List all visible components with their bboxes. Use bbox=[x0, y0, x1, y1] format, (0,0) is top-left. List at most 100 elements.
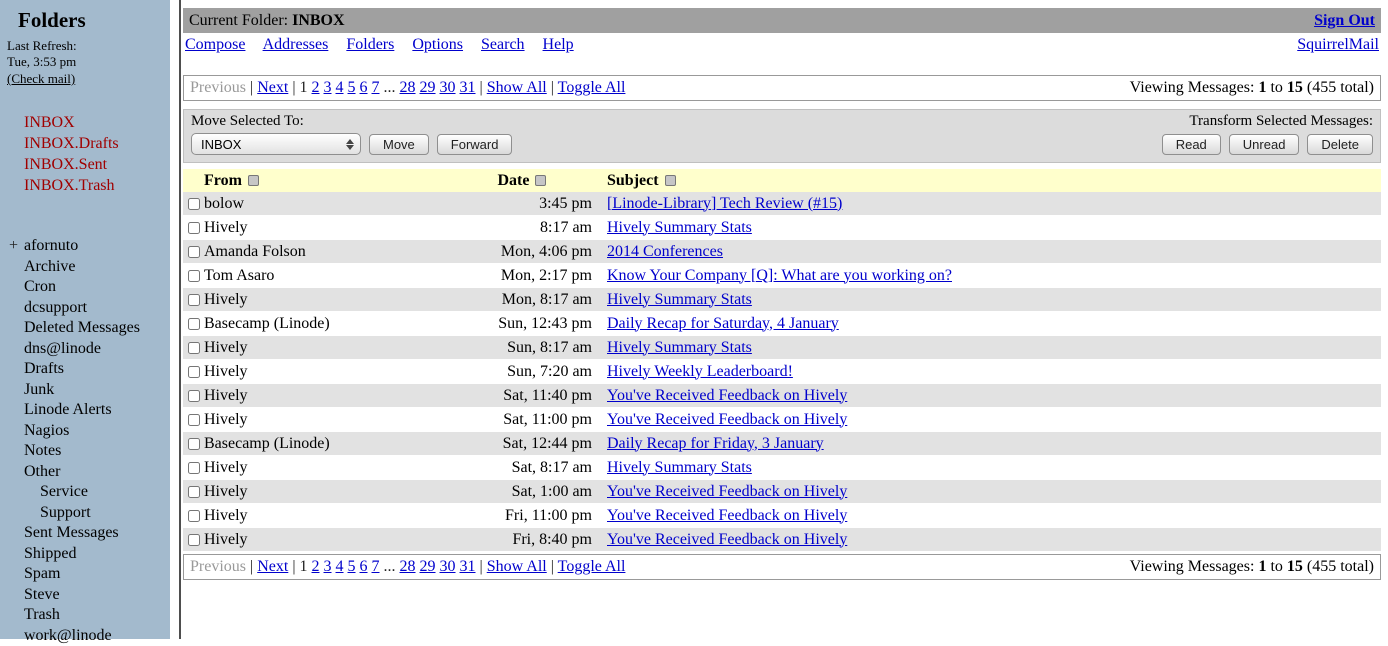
sidebar-folder-spam[interactable]: Spam bbox=[24, 564, 170, 585]
message-subject-link[interactable]: You've Received Feedback on Hively bbox=[607, 411, 847, 428]
message-subject-link[interactable]: You've Received Feedback on Hively bbox=[607, 507, 847, 524]
message-subject-link[interactable]: You've Received Feedback on Hively bbox=[607, 483, 847, 500]
check-mail-link[interactable]: (Check mail) bbox=[7, 71, 75, 87]
menu-folders[interactable]: Folders bbox=[346, 36, 394, 53]
page-link-29[interactable]: 29 bbox=[420, 558, 436, 575]
message-subject-link[interactable]: You've Received Feedback on Hively bbox=[607, 531, 847, 548]
message-subject-link[interactable]: Hively Summary Stats bbox=[607, 459, 752, 476]
message-checkbox[interactable] bbox=[188, 462, 200, 474]
sidebar-folder-inbox[interactable]: INBOX bbox=[24, 112, 170, 133]
sidebar-folder-inbox-drafts[interactable]: INBOX.Drafts bbox=[24, 133, 170, 154]
message-checkbox[interactable] bbox=[188, 414, 200, 426]
unread-button[interactable]: Unread bbox=[1229, 134, 1300, 155]
viewing-messages-status: Viewing Messages: 1 to 15 (455 total) bbox=[1130, 558, 1374, 576]
next-page-link[interactable]: Next bbox=[257, 79, 288, 96]
squirrelmail-brand-link[interactable]: SquirrelMail bbox=[1297, 36, 1379, 57]
message-checkbox[interactable] bbox=[188, 486, 200, 498]
menu-options[interactable]: Options bbox=[412, 36, 463, 53]
sidebar-folder-linode-alerts[interactable]: Linode Alerts bbox=[24, 400, 170, 421]
page-link-31[interactable]: 31 bbox=[460, 558, 476, 575]
sidebar-folder-support[interactable]: Support bbox=[40, 503, 170, 524]
message-checkbox[interactable] bbox=[188, 318, 200, 330]
page-link-5[interactable]: 5 bbox=[348, 558, 356, 575]
message-checkbox[interactable] bbox=[188, 270, 200, 282]
page-link-30[interactable]: 30 bbox=[440, 79, 456, 96]
sort-from-icon[interactable] bbox=[248, 175, 259, 186]
message-checkbox[interactable] bbox=[188, 366, 200, 378]
menu-search[interactable]: Search bbox=[481, 36, 525, 53]
sidebar-folder-notes[interactable]: Notes bbox=[24, 441, 170, 462]
message-subject-link[interactable]: Hively Summary Stats bbox=[607, 291, 752, 308]
sidebar-folder-sent-messages[interactable]: Sent Messages bbox=[24, 523, 170, 544]
sidebar-folder-cron[interactable]: Cron bbox=[24, 277, 170, 298]
message-subject-link[interactable]: 2014 Conferences bbox=[607, 243, 723, 260]
message-checkbox[interactable] bbox=[188, 198, 200, 210]
forward-button[interactable]: Forward bbox=[437, 134, 513, 155]
page-link-31[interactable]: 31 bbox=[460, 79, 476, 96]
message-checkbox[interactable] bbox=[188, 342, 200, 354]
sidebar-folder-other[interactable]: Other bbox=[24, 462, 170, 483]
menu-help[interactable]: Help bbox=[543, 36, 574, 53]
sidebar-folder-service[interactable]: Service bbox=[40, 482, 170, 503]
page-link-3[interactable]: 3 bbox=[324, 79, 332, 96]
expand-plus-icon[interactable]: + bbox=[9, 236, 18, 257]
page-link-5[interactable]: 5 bbox=[348, 79, 356, 96]
message-checkbox[interactable] bbox=[188, 222, 200, 234]
message-subject-link[interactable]: Hively Summary Stats bbox=[607, 339, 752, 356]
next-page-link[interactable]: Next bbox=[257, 558, 288, 575]
page-link-29[interactable]: 29 bbox=[420, 79, 436, 96]
page-link-6[interactable]: 6 bbox=[360, 558, 368, 575]
page-link-4[interactable]: 4 bbox=[336, 79, 344, 96]
sidebar-folder-inbox-trash[interactable]: INBOX.Trash bbox=[24, 175, 170, 196]
message-subject-link[interactable]: [Linode-Library] Tech Review (#15) bbox=[607, 195, 842, 212]
menu-addresses[interactable]: Addresses bbox=[263, 36, 329, 53]
sort-subject-icon[interactable] bbox=[665, 175, 676, 186]
sidebar-folder-junk[interactable]: Junk bbox=[24, 380, 170, 401]
page-link-30[interactable]: 30 bbox=[440, 558, 456, 575]
message-checkbox[interactable] bbox=[188, 534, 200, 546]
show-all-link[interactable]: Show All bbox=[487, 79, 547, 96]
move-target-select[interactable]: INBOX bbox=[191, 133, 361, 155]
sidebar-folder-steve[interactable]: Steve bbox=[24, 585, 170, 606]
sidebar-folder-drafts[interactable]: Drafts bbox=[24, 359, 170, 380]
message-subject-link[interactable]: You've Received Feedback on Hively bbox=[607, 387, 847, 404]
delete-button[interactable]: Delete bbox=[1307, 134, 1373, 155]
page-link-28[interactable]: 28 bbox=[400, 79, 416, 96]
sidebar-folder-trash[interactable]: Trash bbox=[24, 605, 170, 626]
page-link-2[interactable]: 2 bbox=[312, 79, 320, 96]
message-subject-link[interactable]: Know Your Company [Q]: What are you work… bbox=[607, 267, 952, 284]
message-checkbox[interactable] bbox=[188, 390, 200, 402]
sidebar-folder-inbox-sent[interactable]: INBOX.Sent bbox=[24, 154, 170, 175]
page-link-7[interactable]: 7 bbox=[372, 79, 380, 96]
message-subject-link[interactable]: Daily Recap for Saturday, 4 January bbox=[607, 315, 839, 332]
sign-out-link[interactable]: Sign Out bbox=[1314, 12, 1375, 30]
message-subject-link[interactable]: Hively Weekly Leaderboard! bbox=[607, 363, 793, 380]
message-subject-link[interactable]: Hively Summary Stats bbox=[607, 219, 752, 236]
sidebar-folder-dcsupport[interactable]: dcsupport bbox=[24, 298, 170, 319]
sort-date-icon[interactable] bbox=[535, 175, 546, 186]
message-checkbox[interactable] bbox=[188, 294, 200, 306]
message-checkbox[interactable] bbox=[188, 510, 200, 522]
sidebar-folder-nagios[interactable]: Nagios bbox=[24, 421, 170, 442]
message-checkbox[interactable] bbox=[188, 246, 200, 258]
page-link-28[interactable]: 28 bbox=[400, 558, 416, 575]
message-subject-link[interactable]: Daily Recap for Friday, 3 January bbox=[607, 435, 824, 452]
sidebar-folder-work-linode[interactable]: work@linode bbox=[24, 626, 170, 646]
read-button[interactable]: Read bbox=[1162, 134, 1221, 155]
sidebar-folder-archive[interactable]: Archive bbox=[24, 257, 170, 278]
menu-compose[interactable]: Compose bbox=[185, 36, 245, 53]
page-link-4[interactable]: 4 bbox=[336, 558, 344, 575]
page-link-7[interactable]: 7 bbox=[372, 558, 380, 575]
sidebar-folder-dns-linode[interactable]: dns@linode bbox=[24, 339, 170, 360]
page-link-3[interactable]: 3 bbox=[324, 558, 332, 575]
page-link-6[interactable]: 6 bbox=[360, 79, 368, 96]
toggle-all-link[interactable]: Toggle All bbox=[558, 79, 626, 96]
toggle-all-link[interactable]: Toggle All bbox=[558, 558, 626, 575]
page-link-2[interactable]: 2 bbox=[312, 558, 320, 575]
sidebar-folder-afornuto[interactable]: + afornuto bbox=[24, 236, 170, 257]
show-all-link[interactable]: Show All bbox=[487, 558, 547, 575]
move-button[interactable]: Move bbox=[369, 134, 429, 155]
sidebar-folder-shipped[interactable]: Shipped bbox=[24, 544, 170, 565]
message-checkbox[interactable] bbox=[188, 438, 200, 450]
sidebar-folder-deleted-messages[interactable]: Deleted Messages bbox=[24, 318, 170, 339]
